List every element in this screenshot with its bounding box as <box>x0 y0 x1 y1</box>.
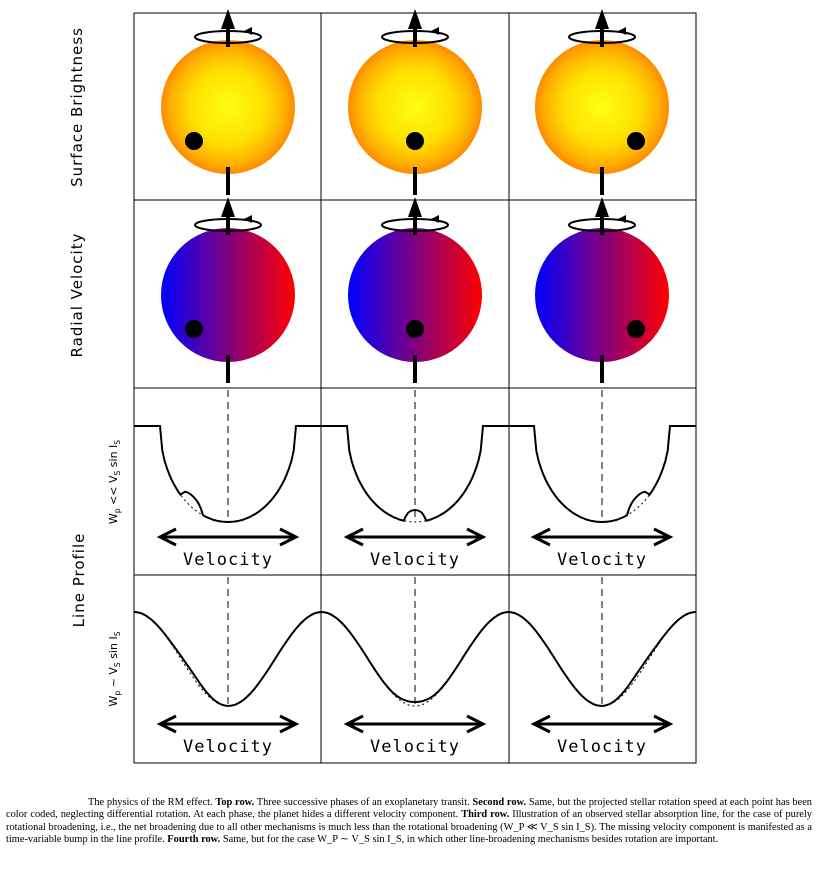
observed-line-profile <box>320 611 510 704</box>
line-profile-wide-panel-1: Velocity <box>133 577 323 757</box>
row-label-narrow-broadening: Wp << VS sin IS <box>107 440 122 524</box>
velocity-axis-label: Velocity <box>183 737 273 757</box>
rotation-arrow-icon <box>408 197 422 217</box>
rotation-arrowhead-icon <box>618 215 626 223</box>
caption-second-row-label: Second row. <box>472 797 527 808</box>
rotation-arrowhead-icon <box>431 27 439 35</box>
caption-third-row-label: Third row. <box>461 809 510 821</box>
rotation-arrow-icon <box>221 9 235 29</box>
rotation-arrowhead-icon <box>618 27 626 35</box>
rotation-direction-icon <box>381 218 449 232</box>
row-label-radial-velocity: Radial Velocity <box>68 233 86 358</box>
planet-dot <box>406 132 424 150</box>
caption-fourth-row-text: Same, but for the case W_P ∼ V_S sin I_S… <box>220 834 719 846</box>
velocity-arrow-left-icon <box>343 714 364 734</box>
velocity-arrow-left-icon <box>156 527 177 547</box>
figure-caption: The physics of the RM effect. Top row. T… <box>6 797 812 847</box>
observed-line-profile <box>321 425 509 522</box>
observed-line-profile <box>133 611 323 707</box>
rotation-direction-icon <box>568 218 636 232</box>
velocity-axis-label: Velocity <box>370 550 460 570</box>
planet-dot <box>627 132 645 150</box>
velocity-panel-1 <box>161 197 295 383</box>
observed-line-profile <box>134 425 322 524</box>
caption-second-row-text: Same, but the projected stellar rotation… <box>6 797 813 821</box>
velocity-arrow-left-icon <box>530 714 551 734</box>
velocity-arrow-right-icon <box>466 714 487 734</box>
row-label-surface-brightness: Surface Brightness <box>68 27 86 187</box>
star-disk <box>348 40 482 174</box>
line-profile-wide-panel-3: Velocity <box>507 577 697 757</box>
brightness-panel-3 <box>535 9 669 195</box>
rotation-arrow-icon <box>595 197 609 217</box>
observed-line-profile <box>508 425 696 524</box>
observed-line-profile <box>507 611 697 707</box>
star-disk <box>348 228 482 362</box>
rotation-direction-icon <box>568 30 636 44</box>
rotation-arrow-icon <box>595 9 609 29</box>
rotation-arrowhead-icon <box>431 215 439 223</box>
caption-intro: The physics of the RM effect. <box>88 797 216 808</box>
planet-dot <box>627 320 645 338</box>
rotation-arrow-icon <box>221 197 235 217</box>
rm-effect-figure: Surface Brightness Radial Velocity Line … <box>68 9 697 764</box>
line-profile-wide-panel-2: Velocity <box>320 577 510 757</box>
velocity-arrow-right-icon <box>279 527 300 547</box>
brightness-panel-1 <box>161 9 295 195</box>
star-disk <box>535 228 669 362</box>
velocity-axis-label: Velocity <box>183 550 273 570</box>
line-profile-narrow-panel-3: Velocity <box>508 390 696 570</box>
velocity-arrow-left-icon <box>530 527 551 547</box>
rotation-direction-icon <box>194 218 262 232</box>
velocity-axis-label: Velocity <box>557 737 647 757</box>
row-label-wide-broadening: Wp ~ VS sin IS <box>107 631 122 706</box>
velocity-arrow-left-icon <box>156 714 177 734</box>
row-label-line-profile: Line Profile <box>70 533 88 628</box>
planet-dot <box>185 320 203 338</box>
star-disk <box>535 40 669 174</box>
star-disk <box>161 228 295 362</box>
velocity-arrow-left-icon <box>343 527 364 547</box>
caption-fourth-row-label: Fourth row. <box>167 834 221 846</box>
velocity-panel-2 <box>348 197 482 383</box>
velocity-arrow-right-icon <box>653 714 674 734</box>
brightness-panel-2 <box>348 9 482 195</box>
caption-top-row-text: Three successive phases of an exoplaneta… <box>254 797 473 808</box>
rotation-direction-icon <box>194 30 262 44</box>
planet-dot <box>406 320 424 338</box>
star-disk <box>161 40 295 174</box>
caption-top-row-label: Top row. <box>215 797 255 808</box>
velocity-arrow-right-icon <box>279 714 300 734</box>
planet-dot <box>185 132 203 150</box>
rotation-arrowhead-icon <box>244 27 252 35</box>
caption-third-row-text: Illustration of an observed stellar abso… <box>6 809 813 846</box>
velocity-axis-label: Velocity <box>370 737 460 757</box>
velocity-arrow-right-icon <box>653 527 674 547</box>
rotation-direction-icon <box>381 30 449 44</box>
velocity-axis-label: Velocity <box>557 550 647 570</box>
velocity-arrow-right-icon <box>466 527 487 547</box>
rotation-arrow-icon <box>408 9 422 29</box>
rotation-arrowhead-icon <box>244 215 252 223</box>
velocity-panel-3 <box>535 197 669 383</box>
line-profile-narrow-panel-2: Velocity <box>321 390 509 570</box>
line-profile-narrow-panel-1: Velocity <box>134 390 322 570</box>
